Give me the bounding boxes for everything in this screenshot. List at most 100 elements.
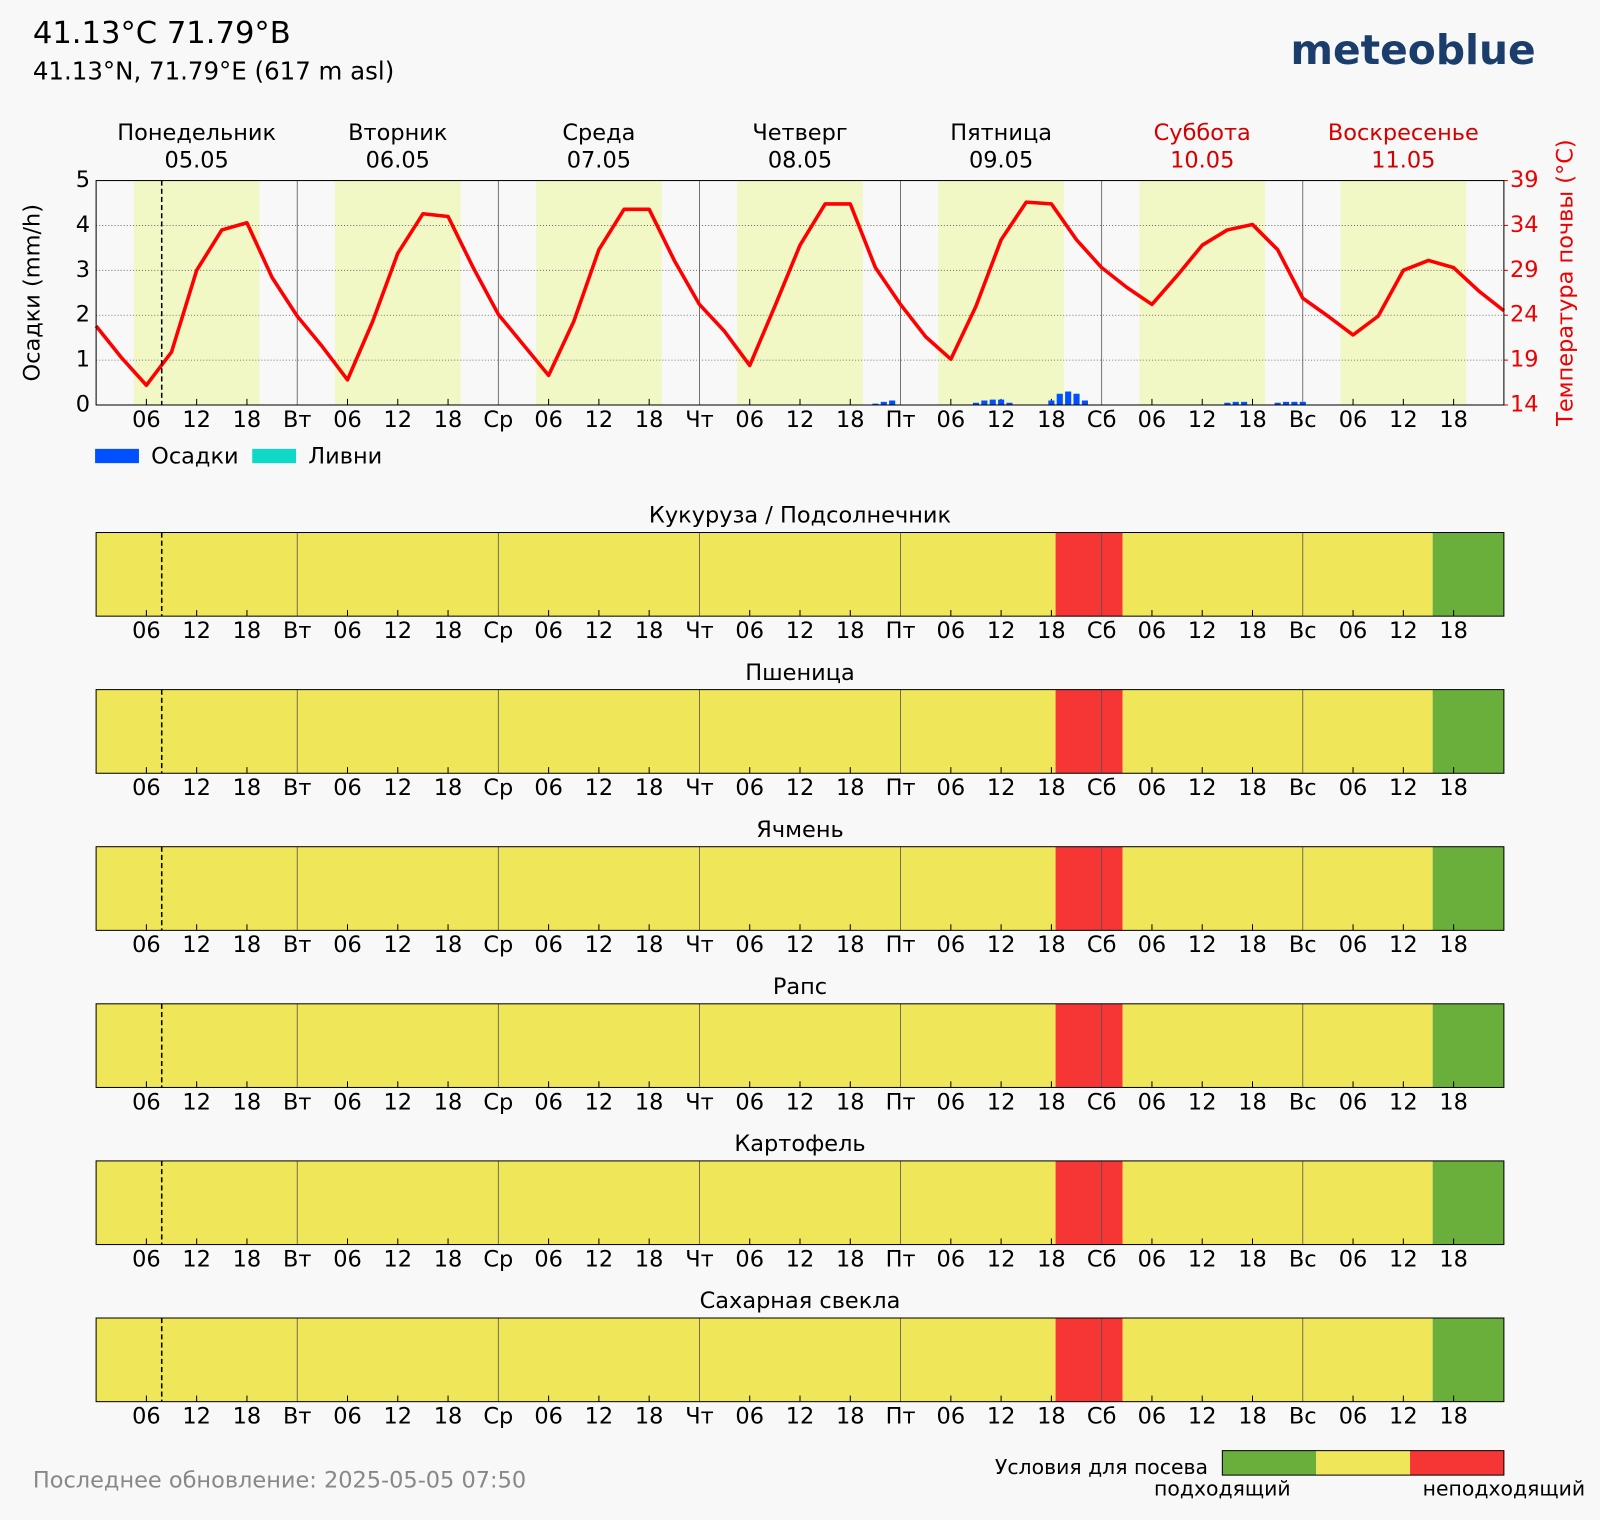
- x-tick-label: Вт: [283, 618, 311, 644]
- x-tick-label: Чт: [685, 932, 713, 958]
- precip-bar: [1241, 401, 1248, 405]
- suitability-legend-frame: [1221, 1450, 1505, 1476]
- precip-bar: [1224, 402, 1231, 405]
- x-tick-label: Чт: [685, 618, 713, 644]
- suitability-period: [1432, 846, 1504, 931]
- daylight-band: [1340, 180, 1467, 405]
- x-tick-label: 12: [585, 775, 614, 801]
- x-tick-label: 06: [132, 1246, 161, 1272]
- x-tick-label: 12: [786, 1246, 815, 1272]
- x-tick-label: 18: [635, 1403, 664, 1429]
- x-tick-label: Пт: [886, 407, 916, 433]
- precip-bar: [998, 399, 1005, 405]
- x-tick-label: 12: [383, 1246, 412, 1272]
- suitability-period: [1122, 1003, 1433, 1088]
- precip-bar: [972, 402, 980, 405]
- x-tick-label: Ср: [483, 1089, 513, 1115]
- x-tick-label: 18: [1439, 775, 1468, 801]
- x-tick-label: 12: [786, 407, 815, 433]
- x-tick-label: 12: [1389, 932, 1418, 958]
- x-tick-label: 18: [233, 618, 262, 644]
- day-name: Понедельник: [117, 120, 276, 146]
- x-tick-label: 18: [1439, 932, 1468, 958]
- legend-swatch: [95, 448, 139, 464]
- y2-tick-label: 34: [1510, 212, 1539, 238]
- x-tick-label: 12: [786, 932, 815, 958]
- panel-frame: [95, 532, 1505, 617]
- x-tick-label: 06: [534, 775, 563, 801]
- x-tick-label: 18: [1439, 1403, 1468, 1429]
- panel-title: Сахарная свекла: [700, 1288, 901, 1314]
- x-tick-label: 18: [1238, 1403, 1267, 1429]
- temperature-line: [94, 200, 1505, 388]
- precip-bar: [1073, 393, 1080, 405]
- x-tick-label: 18: [635, 1246, 664, 1272]
- suitability-swatch: [1316, 1450, 1411, 1476]
- x-tick-label: Пт: [886, 1246, 916, 1272]
- x-tick-label: Пт: [886, 932, 916, 958]
- x-tick-label: 12: [987, 618, 1016, 644]
- x-tick-label: 18: [635, 407, 664, 433]
- x-tick-label: 18: [1238, 932, 1267, 958]
- x-tick-label: 06: [534, 1403, 563, 1429]
- x-tick-label: Вс: [1289, 1089, 1317, 1115]
- x-tick-label: 18: [434, 775, 463, 801]
- x-tick-label: 06: [534, 618, 563, 644]
- day-date: 11.05: [1371, 148, 1435, 174]
- x-tick-label: 06: [333, 618, 362, 644]
- x-tick-label: 18: [1037, 1089, 1066, 1115]
- y2-tick-label: 24: [1510, 302, 1539, 328]
- x-tick-label: Вт: [283, 1089, 311, 1115]
- x-tick-label: 18: [1439, 1089, 1468, 1115]
- x-tick-label: 06: [1138, 1089, 1167, 1115]
- suitability-period: [1055, 1318, 1123, 1402]
- suitability-period: [1122, 1318, 1433, 1402]
- day-date: 08.05: [768, 148, 832, 174]
- x-tick-label: 12: [987, 1089, 1016, 1115]
- x-tick-label: 18: [635, 932, 664, 958]
- x-tick-label: 12: [987, 932, 1016, 958]
- x-tick-label: Пт: [886, 1089, 916, 1115]
- suitability-period: [1055, 689, 1123, 774]
- precip-bar: [1006, 402, 1013, 405]
- x-tick-label: Ср: [483, 932, 513, 958]
- x-tick-label: 12: [987, 1403, 1016, 1429]
- x-tick-label: 18: [233, 932, 262, 958]
- x-tick-label: 06: [1339, 618, 1368, 644]
- x-tick-label: 06: [333, 932, 362, 958]
- suitability-period: [96, 532, 1056, 617]
- suitability-period: [1122, 689, 1433, 774]
- x-tick-label: Пт: [886, 618, 916, 644]
- precip-bar: [1274, 402, 1281, 405]
- x-tick-label: 06: [1138, 1403, 1167, 1429]
- precip-bar: [1081, 400, 1088, 405]
- panel-frame: [95, 689, 1505, 774]
- x-tick-label: 06: [937, 618, 966, 644]
- y2-tick-label: 39: [1510, 167, 1539, 193]
- x-tick-label: 12: [383, 1403, 412, 1429]
- x-tick-label: 12: [585, 1246, 614, 1272]
- x-tick-label: 12: [383, 618, 412, 644]
- x-tick-label: 12: [1188, 1089, 1217, 1115]
- legend-swatch: [252, 448, 297, 464]
- x-tick-label: 06: [534, 1089, 563, 1115]
- x-tick-label: 06: [937, 1403, 966, 1429]
- daylight-band: [536, 180, 662, 405]
- x-tick-label: 12: [182, 775, 211, 801]
- x-tick-label: 06: [1138, 407, 1167, 433]
- x-tick-label: Вт: [283, 1403, 311, 1429]
- x-tick-label: 18: [434, 1246, 463, 1272]
- x-tick-label: 18: [836, 1089, 865, 1115]
- x-tick-label: 18: [1037, 407, 1066, 433]
- y-tick-label: 4: [76, 212, 90, 238]
- x-tick-label: 18: [233, 1403, 262, 1429]
- precip-bar: [1299, 401, 1306, 405]
- x-tick-label: 18: [1238, 775, 1267, 801]
- day-date: 06.05: [366, 148, 430, 174]
- x-tick-label: 18: [635, 618, 664, 644]
- precip-bar: [1291, 401, 1298, 405]
- x-tick-label: 12: [585, 1089, 614, 1115]
- x-tick-label: 06: [735, 775, 764, 801]
- x-tick-label: 06: [1339, 932, 1368, 958]
- x-tick-label: 06: [132, 932, 161, 958]
